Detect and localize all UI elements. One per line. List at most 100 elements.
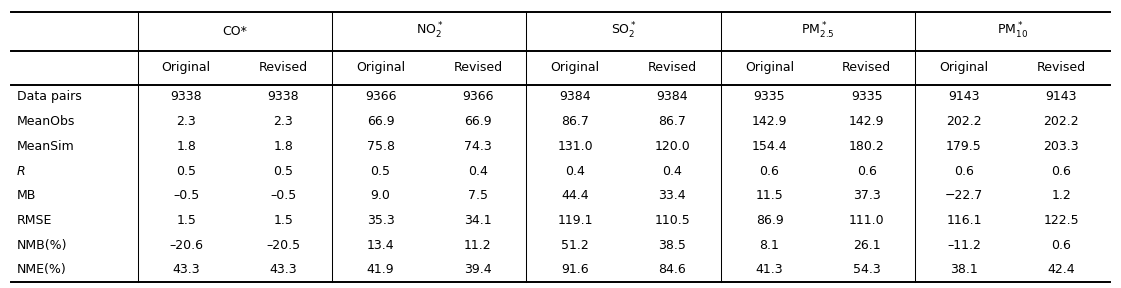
Text: 2.3: 2.3: [274, 115, 294, 128]
Text: 86.9: 86.9: [756, 214, 784, 227]
Text: 42.4: 42.4: [1047, 264, 1075, 276]
Text: 1.5: 1.5: [176, 214, 196, 227]
Text: 0.6: 0.6: [1051, 164, 1071, 178]
Text: 110.5: 110.5: [655, 214, 691, 227]
Text: 9338: 9338: [268, 90, 299, 103]
Text: MeanSim: MeanSim: [17, 140, 75, 153]
Text: 39.4: 39.4: [464, 264, 492, 276]
Text: 9335: 9335: [753, 90, 786, 103]
Text: Data pairs: Data pairs: [17, 90, 82, 103]
Text: 33.4: 33.4: [658, 189, 686, 202]
Text: 202.2: 202.2: [946, 115, 982, 128]
Text: NME(%): NME(%): [17, 264, 66, 276]
Text: 11.2: 11.2: [464, 239, 492, 252]
Text: 202.2: 202.2: [1044, 115, 1080, 128]
Text: NMB(%): NMB(%): [17, 239, 67, 252]
Text: 35.3: 35.3: [367, 214, 395, 227]
Text: Revised: Revised: [453, 61, 502, 74]
Text: 54.3: 54.3: [853, 264, 881, 276]
Text: 0.6: 0.6: [760, 164, 779, 178]
Text: 43.3: 43.3: [173, 264, 200, 276]
Text: 9366: 9366: [364, 90, 397, 103]
Text: –20.6: –20.6: [169, 239, 203, 252]
Text: 122.5: 122.5: [1044, 214, 1080, 227]
Text: Original: Original: [745, 61, 794, 74]
Text: 38.1: 38.1: [951, 264, 978, 276]
Text: 9384: 9384: [657, 90, 688, 103]
Text: CO*: CO*: [222, 25, 248, 38]
Text: 2.3: 2.3: [176, 115, 196, 128]
Text: 51.2: 51.2: [562, 239, 589, 252]
Text: 26.1: 26.1: [853, 239, 880, 252]
Text: Revised: Revised: [648, 61, 697, 74]
Text: 74.3: 74.3: [464, 140, 492, 153]
Text: SO$_2^*$: SO$_2^*$: [611, 21, 637, 41]
Text: 9338: 9338: [170, 90, 202, 103]
Text: 111.0: 111.0: [849, 214, 884, 227]
Text: 91.6: 91.6: [562, 264, 589, 276]
Text: 41.3: 41.3: [756, 264, 784, 276]
Text: 9384: 9384: [559, 90, 591, 103]
Text: 1.2: 1.2: [1051, 189, 1071, 202]
Text: 203.3: 203.3: [1044, 140, 1080, 153]
Text: 86.7: 86.7: [562, 115, 589, 128]
Text: 9366: 9366: [462, 90, 493, 103]
Text: Revised: Revised: [842, 61, 891, 74]
Text: PM$_{10}^*$: PM$_{10}^*$: [997, 21, 1028, 41]
Text: 0.6: 0.6: [856, 164, 877, 178]
Text: 142.9: 142.9: [849, 115, 884, 128]
Text: 9143: 9143: [948, 90, 980, 103]
Text: Revised: Revised: [1037, 61, 1086, 74]
Text: 142.9: 142.9: [752, 115, 787, 128]
Text: 0.4: 0.4: [663, 164, 683, 178]
Text: RMSE: RMSE: [17, 214, 53, 227]
Text: –11.2: –11.2: [947, 239, 981, 252]
Text: 116.1: 116.1: [946, 214, 982, 227]
Text: 179.5: 179.5: [946, 140, 982, 153]
Text: 86.7: 86.7: [658, 115, 686, 128]
Text: R: R: [17, 164, 26, 178]
Text: 131.0: 131.0: [557, 140, 593, 153]
Text: 13.4: 13.4: [367, 239, 395, 252]
Text: 0.4: 0.4: [565, 164, 585, 178]
Text: 44.4: 44.4: [562, 189, 589, 202]
Text: 66.9: 66.9: [464, 115, 492, 128]
Text: 9.0: 9.0: [371, 189, 390, 202]
Text: 1.8: 1.8: [274, 140, 294, 153]
Text: 0.5: 0.5: [371, 164, 390, 178]
Text: –0.5: –0.5: [173, 189, 200, 202]
Text: –20.5: –20.5: [267, 239, 300, 252]
Text: Original: Original: [161, 61, 211, 74]
Text: 66.9: 66.9: [367, 115, 395, 128]
Text: 84.6: 84.6: [658, 264, 686, 276]
Text: –0.5: –0.5: [270, 189, 297, 202]
Text: 1.5: 1.5: [274, 214, 294, 227]
Text: 8.1: 8.1: [760, 239, 779, 252]
Text: 75.8: 75.8: [367, 140, 395, 153]
Text: 38.5: 38.5: [658, 239, 686, 252]
Text: 0.6: 0.6: [954, 164, 974, 178]
Text: 11.5: 11.5: [756, 189, 784, 202]
Text: 120.0: 120.0: [655, 140, 691, 153]
Text: 34.1: 34.1: [464, 214, 492, 227]
Text: 9143: 9143: [1046, 90, 1077, 103]
Text: NO$_2^*$: NO$_2^*$: [416, 21, 443, 41]
Text: MeanObs: MeanObs: [17, 115, 75, 128]
Text: Original: Original: [550, 61, 600, 74]
Text: Revised: Revised: [259, 61, 308, 74]
Text: MB: MB: [17, 189, 36, 202]
Text: 41.9: 41.9: [367, 264, 395, 276]
Text: 7.5: 7.5: [467, 189, 488, 202]
Text: 0.4: 0.4: [467, 164, 488, 178]
Text: 9335: 9335: [851, 90, 882, 103]
Text: 0.5: 0.5: [274, 164, 294, 178]
Text: PM$_{2.5}^*$: PM$_{2.5}^*$: [802, 21, 835, 41]
Text: 180.2: 180.2: [849, 140, 884, 153]
Text: Original: Original: [356, 61, 405, 74]
Text: 43.3: 43.3: [269, 264, 297, 276]
Text: 0.5: 0.5: [176, 164, 196, 178]
Text: 119.1: 119.1: [557, 214, 593, 227]
Text: 1.8: 1.8: [176, 140, 196, 153]
Text: 0.6: 0.6: [1051, 239, 1071, 252]
Text: 154.4: 154.4: [752, 140, 787, 153]
